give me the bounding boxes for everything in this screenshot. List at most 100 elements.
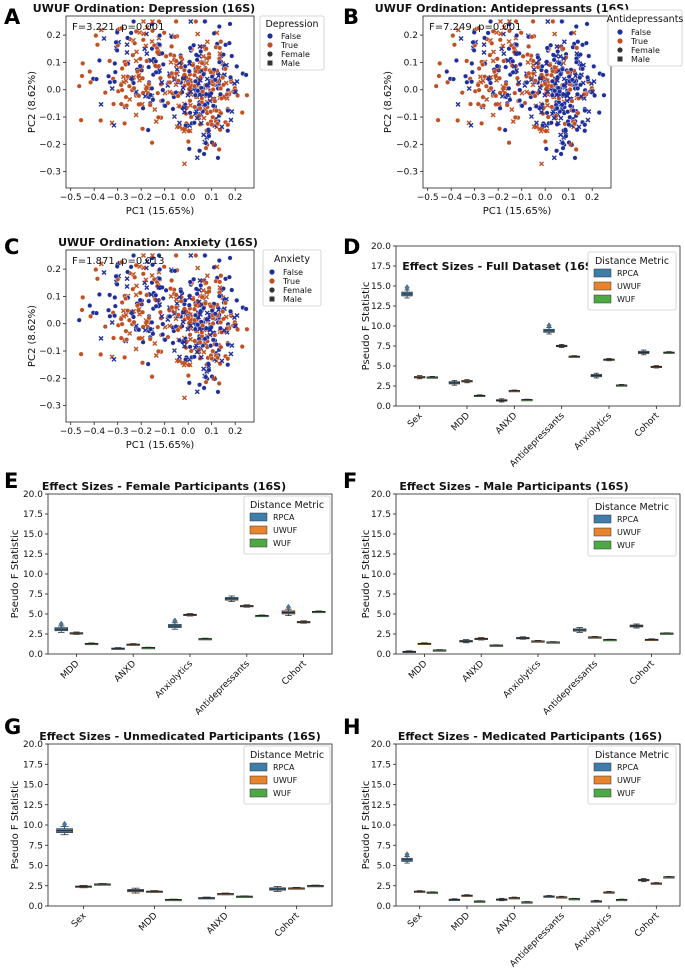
scatter-point-male xyxy=(538,75,544,81)
scatter-point-female xyxy=(225,108,231,114)
scatter-point-female xyxy=(225,356,231,362)
scatter-point-female xyxy=(173,304,179,310)
legend-uwuf-swatch xyxy=(249,775,268,785)
y-tick-label: 0.2 xyxy=(404,31,418,41)
y-tick-label: 20.0 xyxy=(23,740,43,750)
scatter-point-female xyxy=(217,279,223,285)
scatter-point-female xyxy=(524,79,530,85)
scatter-point-female xyxy=(573,146,579,152)
scatter-point-male xyxy=(468,122,474,128)
scatter-point-male xyxy=(214,264,220,270)
scatter-point-female xyxy=(113,39,119,45)
scatter-point-female xyxy=(476,25,482,31)
scatter-point-female xyxy=(112,60,118,66)
scatter-point-male xyxy=(124,276,130,282)
scatter-point-female xyxy=(579,66,585,72)
scatter-point-female xyxy=(209,122,215,128)
scatter-point-male xyxy=(133,346,139,352)
scatter-point-female xyxy=(191,83,197,89)
scatter-point-male xyxy=(124,42,130,48)
scatter-point-female xyxy=(175,93,181,99)
scatter-point-female xyxy=(210,337,216,343)
panel-b-xticks: −0.5 −0.4 −0.3 −0.2 −0.1 0.0 0.1 0.2 xyxy=(417,188,599,203)
scatter-point-male xyxy=(232,323,238,329)
scatter-point-female xyxy=(157,33,163,39)
scatter-point-male xyxy=(149,39,155,45)
scatter-point-female xyxy=(494,63,500,69)
scatter-point-male xyxy=(561,39,567,45)
scatter-point-female xyxy=(218,85,224,91)
scatter-point-female xyxy=(140,75,146,81)
scatter-point-female xyxy=(567,103,573,109)
scatter-point-female xyxy=(560,145,566,151)
scatter-point-female xyxy=(169,70,175,76)
scatter-point-female xyxy=(469,69,475,75)
scatter-point-male xyxy=(501,24,507,30)
scatter-point-female xyxy=(131,314,137,320)
panel-b-stat: F=7.249, p=0.001 xyxy=(429,22,521,33)
scatter-point-male xyxy=(109,319,115,325)
scatter-point-female xyxy=(565,69,571,75)
y-tick-label: −0.2 xyxy=(396,140,418,150)
panel-d: D Effect Sizes - Full Dataset (16S) 0.0 2… xyxy=(343,235,681,470)
scatter-point-female xyxy=(228,308,234,314)
y-tick-label: 7.5 xyxy=(377,590,391,600)
legend-rpca: RPCA xyxy=(617,763,639,772)
y-tick-label: 0.2 xyxy=(47,265,61,275)
panel-f-ylabel: Pseudo F Statistic xyxy=(361,530,372,619)
scatter-point-female xyxy=(544,98,550,104)
scatter-point-female xyxy=(543,68,549,74)
scatter-point-male xyxy=(214,30,220,36)
scatter-point-male xyxy=(181,109,187,115)
scatter-point-female xyxy=(210,320,216,326)
scatter-point-female xyxy=(107,79,113,85)
scatter-point-male xyxy=(578,93,584,99)
panel-b-title: UWUF Ordination: Antidepressants (16S) xyxy=(375,2,629,15)
scatter-point-female xyxy=(517,98,523,104)
scatter-point-female xyxy=(549,104,555,110)
x-tick-label: −0.4 xyxy=(440,193,462,203)
scatter-point-male xyxy=(553,65,559,71)
scatter-point-female xyxy=(156,18,162,24)
scatter-point-female xyxy=(575,110,581,116)
scatter-point-male xyxy=(552,31,558,37)
scatter-point-female xyxy=(567,114,573,120)
category-label: ANXD xyxy=(494,411,519,436)
scatter-point-male xyxy=(172,75,178,81)
scatter-point-female xyxy=(222,66,228,72)
scatter-point-female xyxy=(225,342,231,348)
scatter-point-female xyxy=(118,335,124,341)
scatter-point-female xyxy=(206,367,212,373)
scatter-point-female xyxy=(106,307,112,313)
scatter-point-male xyxy=(200,288,206,294)
scatter-point-male xyxy=(204,310,210,316)
scatter-point-female xyxy=(469,60,475,66)
scatter-point-female xyxy=(147,102,153,108)
scatter-point-female xyxy=(194,57,200,63)
legend-uwuf: UWUF xyxy=(617,282,642,291)
scatter-point-female xyxy=(532,78,538,84)
scatter-point-male xyxy=(176,354,182,360)
scatter-point-female xyxy=(203,46,209,52)
scatter-point-male xyxy=(229,342,235,348)
scatter-point-female xyxy=(182,63,188,69)
category-label: Anxiolytics xyxy=(502,659,544,701)
scatter-point-female xyxy=(123,94,129,100)
y-tick-label: 17.5 xyxy=(371,760,391,770)
scatter-point-female xyxy=(535,54,541,60)
scatter-point-female xyxy=(516,50,522,56)
y-tick-label: 2.5 xyxy=(29,630,43,640)
scatter-point-female xyxy=(114,47,120,53)
y-tick-label: 5.0 xyxy=(377,610,392,620)
scatter-point-female xyxy=(530,58,536,64)
scatter-point-male xyxy=(124,50,130,56)
scatter-point-female xyxy=(149,140,155,146)
panel-a-points xyxy=(76,18,250,167)
legend-rpca-swatch xyxy=(249,762,268,772)
panel-b-yticks: −0.3 −0.2 −0.1 0.0 0.1 0.2 xyxy=(396,31,423,178)
scatter-point-female xyxy=(200,323,206,329)
scatter-point-male xyxy=(142,280,148,286)
scatter-point-female xyxy=(124,337,130,343)
y-tick-label: 7.5 xyxy=(29,590,43,600)
